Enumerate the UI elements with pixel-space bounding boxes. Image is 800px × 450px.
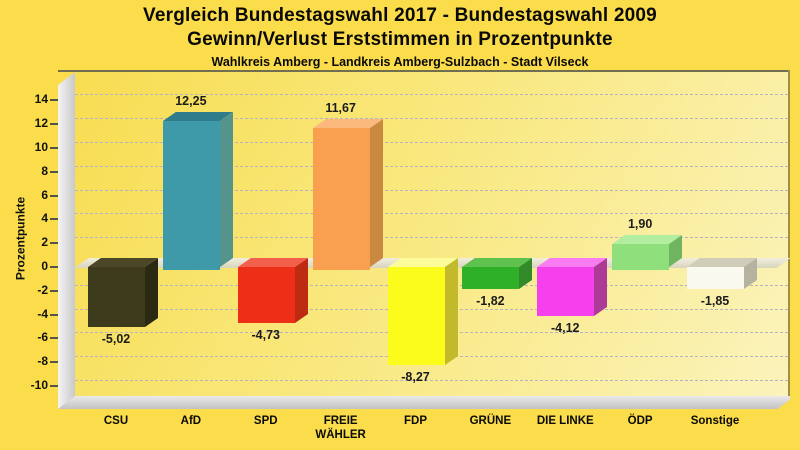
y-tick-mark xyxy=(50,361,58,364)
y-tick-label: -6 xyxy=(37,330,48,345)
gridline xyxy=(75,165,788,167)
bar-front-face xyxy=(162,121,220,270)
bar-front-face xyxy=(88,267,145,327)
y-tick-label: 8 xyxy=(41,163,48,178)
bar-value-label: 1,90 xyxy=(627,217,653,232)
y-tick-label: 10 xyxy=(34,140,48,154)
bar-front-face xyxy=(312,128,370,270)
bar-value-label: -4,73 xyxy=(251,328,281,343)
x-axis-label: FREIE WÄHLER xyxy=(315,415,366,442)
bar-side-face xyxy=(294,257,308,324)
bar-front-face xyxy=(462,267,520,289)
floor-3d xyxy=(58,396,790,409)
y-tick-mark xyxy=(50,385,58,387)
bar-front-face xyxy=(237,267,295,324)
y-tick-label: -8 xyxy=(37,354,48,369)
bar-front-face xyxy=(687,267,744,289)
y-tick-mark xyxy=(50,99,58,102)
y-tick-label: -10 xyxy=(30,378,48,392)
y-tick-label: 0 xyxy=(41,259,48,273)
y-tick-mark xyxy=(50,337,58,340)
bar-front-face xyxy=(387,267,445,366)
x-axis-label: FDP xyxy=(404,415,427,427)
chart-header: Vergleich Bundestagswahl 2017 - Bundesta… xyxy=(0,4,800,69)
x-axis-label: CSU xyxy=(103,415,129,427)
y-tick-mark xyxy=(50,123,58,126)
x-axis-label: ÖDP xyxy=(627,415,653,427)
x-axis-label: AfD xyxy=(180,415,202,427)
bar-value-label: -5,02 xyxy=(101,331,131,346)
y-tick-label: 4 xyxy=(41,211,48,226)
bar-value-label: -4,12 xyxy=(551,321,580,336)
y-tick-mark xyxy=(50,289,58,292)
bar-side-face xyxy=(145,257,158,327)
plot-border-right xyxy=(788,70,790,398)
bar-front-face xyxy=(612,244,670,270)
chart-title-line2: Gewinn/Verlust Erststimmen in Prozentpun… xyxy=(187,29,613,50)
left-wall-3d xyxy=(58,72,75,409)
gridline xyxy=(75,213,788,215)
bar-side-face xyxy=(369,119,383,267)
gridline xyxy=(75,118,788,120)
gridline xyxy=(75,189,788,191)
bar-value-label: -8,27 xyxy=(401,370,430,385)
y-tick-mark xyxy=(50,170,58,173)
bar-value-label: -1,85 xyxy=(700,294,730,308)
y-tick-label: 6 xyxy=(41,187,48,202)
y-tick-label: -4 xyxy=(37,306,48,321)
y-tick-mark xyxy=(50,266,58,268)
gridline xyxy=(75,94,788,96)
y-tick-mark xyxy=(50,194,58,197)
bar-side-face xyxy=(594,257,608,317)
y-tick-label: 2 xyxy=(41,235,48,250)
gridline xyxy=(75,237,788,239)
x-axis-label: DIE LINKE xyxy=(536,415,594,427)
plot-border-top xyxy=(58,70,790,72)
y-tick-label: -2 xyxy=(37,282,48,297)
y-tick-mark xyxy=(50,242,58,245)
y-tick-mark xyxy=(50,147,58,149)
bar-value-label: 12,25 xyxy=(175,94,207,109)
y-tick-label: 14 xyxy=(34,92,48,107)
gridline xyxy=(75,380,788,381)
y-tick-mark xyxy=(50,313,58,316)
bar-value-label: -1,82 xyxy=(476,293,505,308)
bar-side-face xyxy=(219,112,233,267)
chart-subtitle: Wahlkreis Amberg - Landkreis Amberg-Sulz… xyxy=(211,55,589,69)
x-axis-label: SPD xyxy=(253,415,278,427)
bar-front-face xyxy=(537,267,595,317)
chart-title-line1: Vergleich Bundestagswahl 2017 - Bundesta… xyxy=(143,5,657,26)
bar-value-label: 11,67 xyxy=(325,101,356,116)
y-tick-label: 12 xyxy=(34,116,48,131)
y-tick-mark xyxy=(50,218,58,221)
x-axis-label: Sonstige xyxy=(690,415,740,427)
gridline xyxy=(75,142,788,143)
x-axis-label: GRÜNE xyxy=(469,415,512,427)
bar-side-face xyxy=(444,257,458,366)
